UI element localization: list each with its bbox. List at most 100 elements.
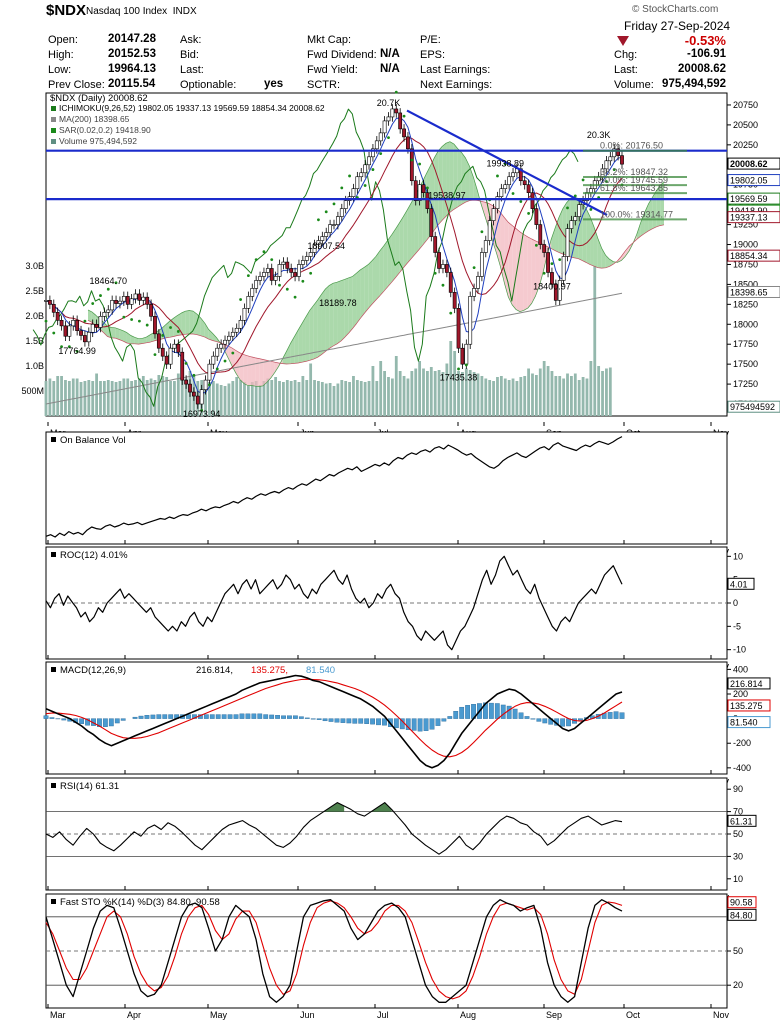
legend-entry: MA(200) 18398.65 [59, 114, 130, 124]
macd-histogram-bar [483, 702, 488, 719]
candle-body [444, 264, 449, 273]
volume-bar [480, 376, 484, 416]
fib-level-label: 61.8%: 19643.85 [600, 183, 668, 193]
volume-bar [83, 381, 87, 416]
ichimoku-cloud [590, 216, 594, 267]
volume-bar [297, 382, 301, 416]
legend-swatch [51, 117, 56, 122]
volume-bar [558, 376, 562, 416]
candle-body [495, 196, 500, 209]
ichimoku-cloud [138, 338, 143, 345]
volume-bar [608, 367, 612, 416]
macd-histogram-bar [144, 715, 150, 719]
candle-body [304, 256, 309, 261]
candle-body [118, 300, 122, 304]
sar-dot [208, 383, 211, 387]
price-annotation: 18189.78 [319, 298, 357, 308]
ichimoku-cloud [247, 355, 252, 386]
fib-level-label: 50.0%: 19745.59 [600, 175, 668, 185]
price-badge-label: 18854.34 [730, 251, 768, 261]
high-value: 20152.53 [108, 48, 156, 60]
volume-bar [531, 373, 534, 416]
candle-body [573, 216, 578, 221]
sar-dot [426, 186, 429, 190]
sar-dot [371, 168, 375, 171]
sar-dot [106, 287, 110, 291]
low-value: 19964.13 [108, 63, 156, 75]
macd-histogram-bar [560, 718, 566, 727]
volume-bar [79, 382, 83, 416]
macd-histogram-bar [263, 714, 269, 719]
volume-bar [554, 376, 558, 416]
candle-body [604, 160, 609, 170]
volume-label: Volume: [614, 79, 654, 91]
fib-level-label: 38.2%: 19847.32 [600, 167, 668, 177]
macd-histogram-bar [162, 714, 168, 719]
candle-body [507, 176, 512, 186]
change-percent: -0.53% [684, 33, 726, 48]
legend-swatch [51, 106, 56, 111]
rsi-tick-label: 90 [733, 784, 743, 794]
volume-bar [289, 381, 293, 416]
volume-bar [410, 371, 414, 416]
ichimoku-cloud [189, 310, 194, 334]
volume-bar [367, 381, 371, 416]
volume-bar [519, 377, 523, 416]
candle-body [433, 236, 438, 253]
candle-body [199, 389, 204, 405]
ichimoku-cloud [150, 332, 155, 343]
ichimoku-cloud [656, 185, 661, 227]
volume-bar [44, 381, 48, 416]
volume-bar [577, 380, 581, 416]
price-tick-label: 18250 [733, 299, 758, 309]
sar-dot [550, 262, 554, 266]
candle-body [44, 300, 48, 302]
sar-dot [161, 334, 165, 337]
macd-histogram-bar [209, 714, 215, 719]
candle-body [324, 232, 329, 237]
volume-bar [301, 376, 305, 416]
ichimoku-cloud [177, 312, 182, 336]
candle-body [612, 148, 617, 158]
month-label: Apr [127, 1010, 141, 1020]
obv-legend-swatch [51, 437, 56, 442]
symbol: $NDX [46, 2, 87, 19]
price-tick-label: 18500 [733, 279, 758, 289]
candle-body [285, 261, 290, 269]
sar-dot [441, 283, 445, 287]
candle-body [382, 120, 387, 134]
sar-dot [270, 258, 274, 262]
volume-bar [546, 366, 550, 416]
volume-bar [387, 377, 390, 416]
candle-body [258, 276, 262, 281]
ichimoku-cloud [636, 222, 641, 240]
volume-bar [176, 373, 180, 416]
price-badge [727, 249, 780, 262]
candle-body [608, 156, 613, 162]
volume-bar [317, 381, 320, 416]
sar-dot [278, 283, 281, 287]
price-tick-label: 19250 [733, 220, 758, 230]
macd-histogram-bar [114, 718, 120, 724]
price-badge-label: 19418.90 [730, 206, 768, 216]
candle-body [265, 268, 270, 273]
volume-bar [138, 378, 141, 416]
volume-bar [363, 382, 367, 416]
macd-histogram-bar [79, 718, 85, 724]
stoch-panel [45, 893, 728, 1009]
candle-body [355, 176, 360, 190]
volume-bar [445, 363, 449, 416]
price-annotation: 17764.99 [58, 346, 96, 356]
volume-bar [492, 381, 495, 416]
candle-body [149, 304, 153, 317]
ichimoku-cloud [119, 329, 124, 342]
open-label: Open: [48, 34, 78, 46]
price-tick-label: 20750 [733, 100, 758, 110]
obv-panel [45, 431, 728, 545]
volume-bar [110, 381, 114, 416]
roc-title: ROC(12) 4.01% [60, 550, 128, 561]
macd-histogram-bar [156, 714, 162, 719]
sar-dot [410, 158, 414, 162]
volume-bar [67, 381, 71, 416]
ichimoku-cloud [539, 242, 544, 286]
